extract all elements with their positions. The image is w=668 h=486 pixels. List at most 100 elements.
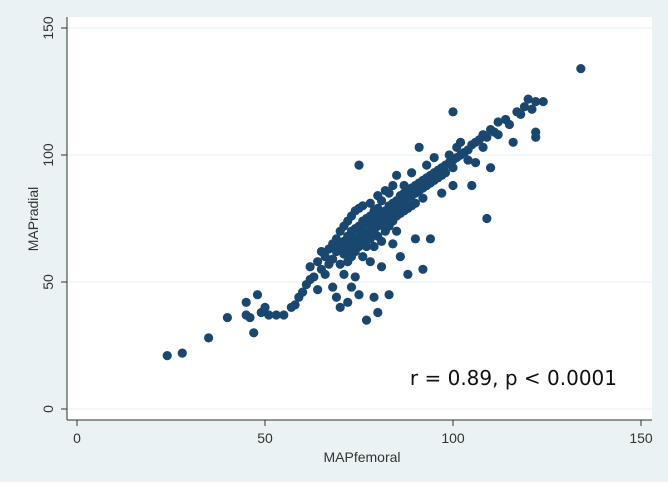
- data-point: [470, 158, 481, 168]
- data-point: [467, 180, 477, 191]
- data-point: [455, 137, 466, 147]
- data-point: [350, 272, 360, 282]
- data-point: [418, 264, 428, 274]
- data-point: [328, 282, 338, 292]
- data-point: [222, 312, 232, 323]
- data-point: [290, 300, 300, 310]
- data-point: [177, 348, 187, 358]
- data-point: [365, 198, 375, 208]
- data-point: [204, 333, 214, 343]
- data-point: [331, 234, 342, 244]
- data-point: [249, 328, 259, 338]
- y-axis-title: MAPradial: [25, 187, 41, 252]
- data-point: [392, 226, 402, 236]
- data-point: [369, 241, 379, 252]
- data-point: [410, 234, 420, 244]
- data-point: [313, 285, 323, 295]
- data-point: [410, 198, 420, 208]
- data-point: [384, 188, 394, 198]
- data-point: [448, 163, 458, 173]
- x-tick-label: 0: [73, 430, 81, 446]
- y-tick-label: 0: [40, 405, 56, 413]
- data-point: [493, 117, 503, 127]
- data-point: [376, 236, 387, 246]
- data-point: [425, 234, 436, 244]
- data-point: [376, 262, 387, 272]
- data-point: [523, 94, 533, 104]
- data-point: [365, 234, 375, 244]
- x-tick-label: 100: [441, 430, 465, 446]
- data-point: [335, 259, 345, 269]
- data-point: [245, 312, 255, 323]
- data-point: [361, 241, 372, 252]
- data-point: [320, 269, 330, 279]
- x-axis-title: MAPfemoral: [323, 449, 400, 465]
- data-point: [358, 201, 368, 211]
- data-point: [384, 290, 394, 300]
- data-point: [162, 351, 172, 361]
- y-tick-label: 50: [40, 274, 56, 290]
- data-point: [482, 213, 492, 224]
- x-tick-label: 150: [629, 430, 653, 446]
- data-point: [264, 310, 274, 320]
- data-point: [343, 297, 353, 307]
- data-point: [279, 310, 289, 320]
- data-point: [305, 262, 315, 272]
- data-point: [448, 107, 458, 117]
- data-point: [531, 97, 541, 107]
- data-point: [358, 252, 368, 262]
- data-point: [508, 137, 518, 147]
- data-point: [328, 254, 338, 264]
- data-point: [403, 269, 413, 279]
- y-tick-label: 100: [40, 143, 56, 167]
- data-point: [354, 160, 364, 170]
- data-point: [309, 272, 319, 282]
- data-point: [482, 132, 492, 142]
- data-point: [392, 170, 402, 180]
- data-point: [527, 104, 537, 114]
- data-point: [486, 163, 496, 173]
- data-point: [354, 290, 364, 300]
- data-point: [241, 297, 251, 307]
- data-point: [504, 119, 514, 130]
- data-point: [395, 252, 405, 262]
- data-point: [531, 132, 541, 142]
- data-point: [414, 142, 424, 152]
- data-point: [252, 290, 263, 300]
- data-point: [335, 302, 345, 312]
- data-point: [388, 239, 398, 249]
- data-point: [516, 109, 526, 119]
- data-point: [365, 257, 375, 267]
- data-point: [478, 142, 488, 152]
- data-point: [271, 310, 281, 320]
- data-point: [373, 307, 383, 318]
- data-point: [388, 180, 398, 191]
- data-point: [361, 315, 372, 325]
- data-point: [422, 160, 432, 170]
- data-point: [260, 302, 270, 312]
- x-tick-label: 50: [257, 430, 273, 446]
- data-point: [369, 292, 379, 302]
- data-point: [320, 252, 330, 262]
- data-point: [576, 64, 586, 74]
- data-point: [339, 269, 349, 279]
- correlation-annotation: r = 0.89, p < 0.0001: [410, 366, 617, 390]
- data-point: [448, 180, 458, 191]
- data-point: [493, 130, 503, 140]
- data-point: [429, 152, 439, 163]
- data-point: [376, 196, 387, 206]
- data-point: [463, 155, 473, 165]
- data-point: [313, 257, 323, 267]
- data-point: [519, 102, 530, 112]
- data-point: [538, 97, 548, 107]
- data-point: [298, 287, 308, 297]
- data-point: [407, 168, 417, 178]
- data-point: [437, 188, 447, 198]
- data-point: [331, 292, 342, 302]
- data-point: [418, 193, 428, 203]
- data-point: [346, 282, 357, 292]
- y-tick-label: 150: [40, 16, 56, 40]
- data-point: [440, 168, 451, 178]
